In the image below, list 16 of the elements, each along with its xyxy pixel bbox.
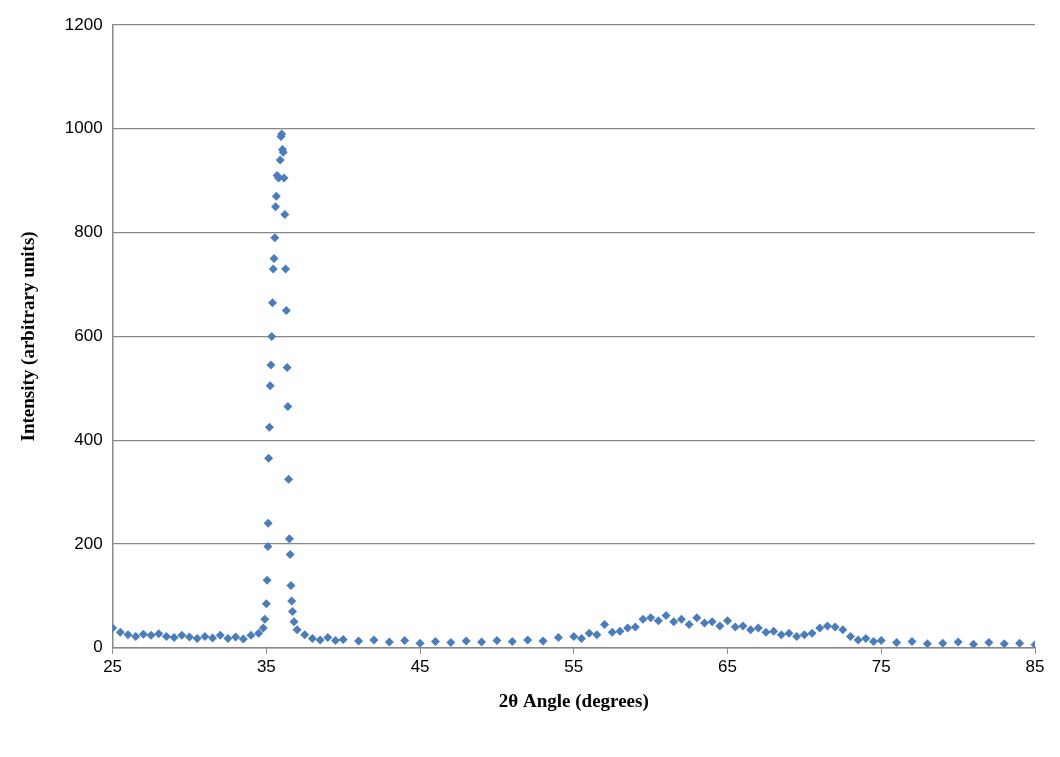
y-tick-label: 1200 — [64, 14, 103, 34]
y-axis-title: Intensity (arbitrary units) — [17, 231, 40, 442]
y-tick-label: 0 — [93, 637, 103, 657]
x-tick-label: 85 — [1025, 656, 1045, 676]
y-tick-label: 200 — [74, 533, 103, 553]
x-tick-label: 55 — [564, 656, 584, 676]
x-tick-label: 25 — [103, 656, 123, 676]
x-tick-label: 35 — [256, 656, 276, 676]
x-axis-title: 2θ Angle (degrees) — [498, 689, 649, 712]
x-tick-label: 75 — [871, 656, 891, 676]
y-tick-label: 600 — [74, 326, 103, 346]
y-tick-label: 800 — [74, 222, 103, 242]
x-tick-label: 45 — [410, 656, 430, 676]
x-tick-label: 65 — [718, 656, 737, 676]
y-tick-label: 1000 — [64, 118, 103, 138]
y-tick-label: 400 — [74, 429, 103, 449]
